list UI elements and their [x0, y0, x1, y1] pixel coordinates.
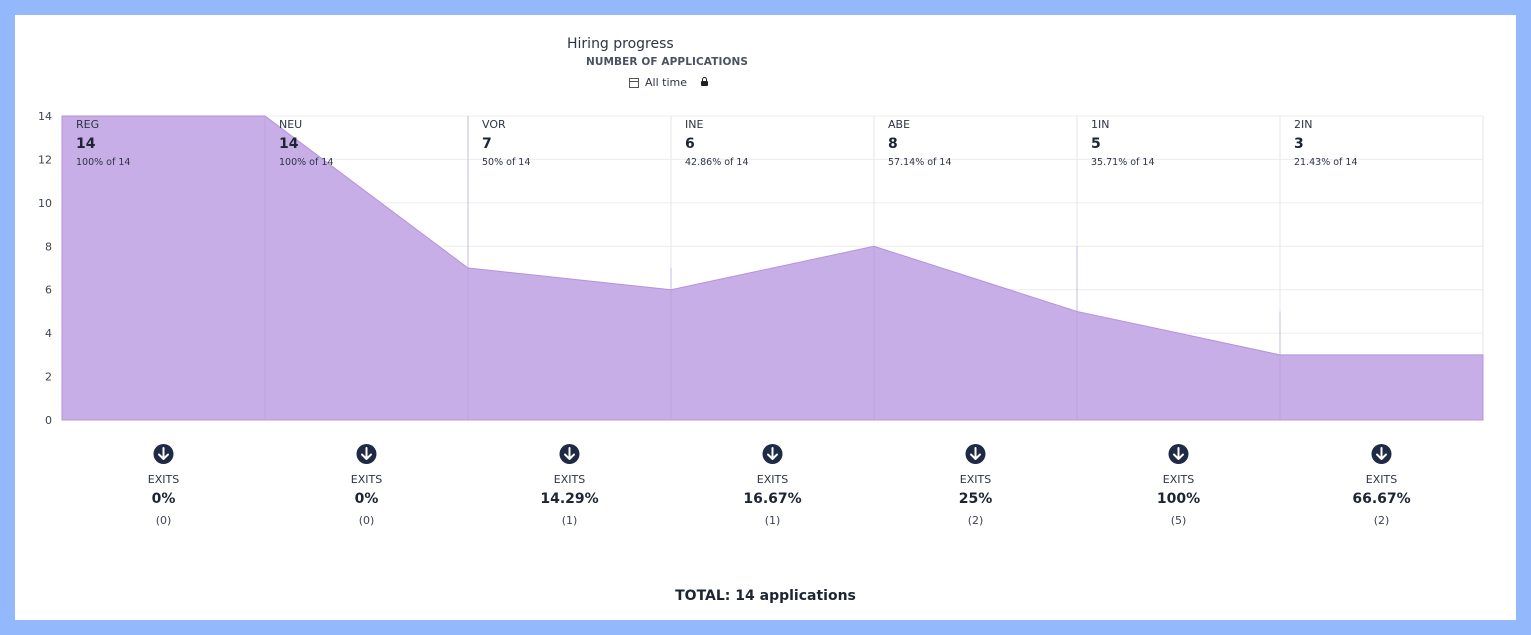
arrow-down-glyph [970, 447, 981, 460]
stage-percent: 50% of 14 [482, 157, 530, 168]
exits-percent: 16.67% [743, 491, 801, 507]
exits-label: EXITS [757, 473, 788, 486]
stage-count: 8 [888, 136, 898, 152]
stage-count: 14 [76, 136, 96, 152]
stage-label: NEU [279, 118, 302, 131]
y-tick-label: 12 [38, 153, 52, 166]
arrow-down-glyph [767, 447, 778, 460]
lock-icon [701, 77, 708, 86]
y-tick-label: 14 [38, 110, 52, 123]
exits-count: (0) [359, 514, 375, 527]
exits-count: (1) [765, 514, 781, 527]
exits-percent: 0% [152, 491, 176, 507]
stage-percent: 35.71% of 14 [1091, 157, 1155, 168]
y-tick-label: 10 [38, 197, 52, 210]
arrow-down-glyph [1173, 447, 1184, 460]
time-filter-label: All time [645, 76, 687, 89]
exits-label: EXITS [960, 473, 991, 486]
arrow-down-glyph [361, 447, 372, 460]
y-tick-label: 2 [45, 371, 52, 384]
stage-count: 3 [1294, 136, 1304, 152]
exits-label: EXITS [351, 473, 382, 486]
exits-count: (2) [968, 514, 984, 527]
exits-percent: 100% [1157, 491, 1200, 507]
stage-label: INE [685, 118, 703, 131]
arrow-down-glyph [158, 447, 169, 460]
stage-count: 6 [685, 136, 695, 152]
stage-label: REG [76, 118, 99, 131]
stage-label: VOR [482, 118, 506, 131]
chart-title: Hiring progress [567, 36, 674, 52]
y-tick-label: 8 [45, 240, 52, 253]
exits-percent: 66.67% [1352, 491, 1410, 507]
stage-percent: 42.86% of 14 [685, 157, 749, 168]
calendar-icon [629, 77, 639, 88]
stage-percent: 100% of 14 [76, 157, 130, 168]
area-series [61, 115, 1484, 421]
exits-percent: 0% [355, 491, 379, 507]
exits-label: EXITS [554, 473, 585, 486]
exits-label: EXITS [1366, 473, 1397, 486]
exits-count: (5) [1171, 514, 1187, 527]
y-tick-label: 6 [45, 284, 52, 297]
y-tick-label: 0 [45, 414, 52, 427]
arrow-down-glyph [564, 447, 575, 460]
total-applications: TOTAL: 14 applications [675, 588, 856, 604]
exits-label: EXITS [148, 473, 179, 486]
funnel-area-chart: 0 2 4 6 8 10 12 14 REG 14 100% of 14 EXITS 0% (0) NEU 1… [38, 110, 1484, 527]
stage-count: 7 [482, 136, 492, 152]
stage-percent: 100% of 14 [279, 157, 333, 168]
arrow-down-glyph [1376, 447, 1387, 460]
exits-percent: 14.29% [540, 491, 598, 507]
stage-percent: 21.43% of 14 [1294, 157, 1358, 168]
exits-count: (2) [1374, 514, 1390, 527]
y-tick-label: 4 [45, 327, 52, 340]
stage-count: 5 [1091, 136, 1101, 152]
stage-label: ABE [888, 118, 910, 131]
chart-card: Hiring progress NUMBER OF APPLICATIONS A… [15, 15, 1516, 620]
exits-count: (1) [562, 514, 578, 527]
stage-percent: 57.14% of 14 [888, 157, 952, 168]
exits-label: EXITS [1163, 473, 1194, 486]
stage-label: 2IN [1294, 118, 1312, 131]
exits-percent: 25% [959, 491, 993, 507]
stage-count: 14 [279, 136, 299, 152]
exits-count: (0) [156, 514, 172, 527]
time-filter[interactable]: All time [629, 76, 708, 89]
stage-label: 1IN [1091, 118, 1109, 131]
chart-subtitle: NUMBER OF APPLICATIONS [585, 56, 749, 68]
